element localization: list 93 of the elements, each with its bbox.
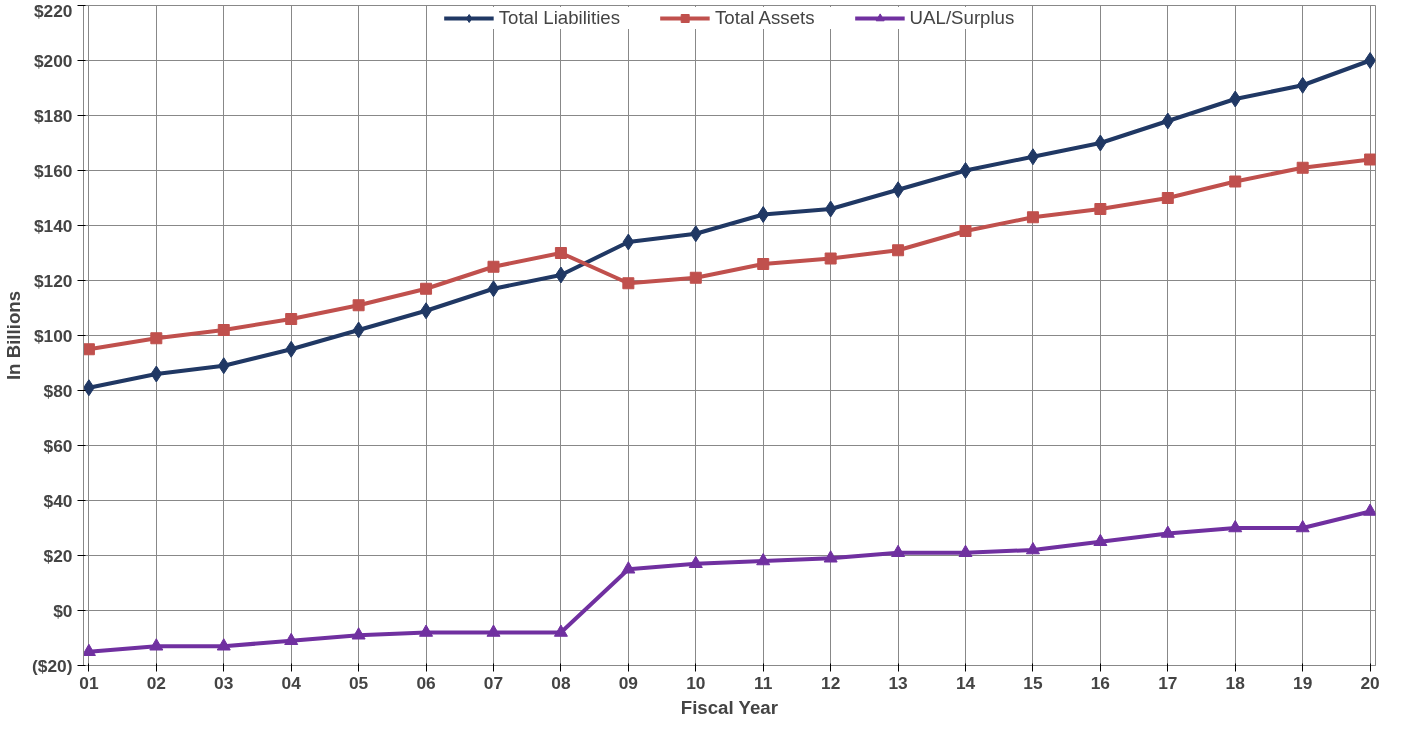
- point: [892, 244, 905, 257]
- point: [1228, 519, 1243, 533]
- point: [285, 313, 298, 325]
- point: [756, 552, 771, 566]
- y-tick-label: $20: [43, 545, 73, 566]
- point: [1229, 175, 1242, 188]
- point: [689, 271, 702, 284]
- x-tick-label: 04: [281, 672, 302, 693]
- point: [1025, 541, 1040, 555]
- point: [824, 200, 837, 218]
- x-tick-label: 18: [1225, 672, 1246, 693]
- x-tick-label: 17: [1158, 672, 1178, 693]
- x-tick-label: 13: [888, 672, 909, 693]
- y-tick-label: $120: [33, 270, 73, 291]
- point: [487, 260, 500, 273]
- point: [149, 638, 164, 651]
- y-tick-label: $0: [53, 600, 73, 621]
- point: [1296, 161, 1309, 174]
- y-tick-label: $100: [33, 325, 73, 346]
- point: [419, 624, 434, 637]
- x-tick-label: 19: [1293, 672, 1313, 693]
- point: [150, 365, 163, 383]
- point: [823, 550, 838, 563]
- y-tick-label: $160: [33, 160, 73, 181]
- point: [958, 544, 973, 557]
- point: [83, 643, 96, 656]
- point: [1363, 503, 1376, 516]
- point: [83, 343, 95, 356]
- point: [959, 162, 972, 179]
- y-tick-label: $60: [43, 435, 73, 456]
- y-tick-label: $200: [33, 50, 73, 71]
- point: [1160, 525, 1175, 538]
- point: [150, 332, 163, 345]
- point: [1094, 203, 1107, 215]
- x-tick-label: 12: [821, 672, 841, 693]
- x-tick-label: 20: [1360, 672, 1380, 693]
- x-tick-label: 09: [618, 672, 638, 693]
- x-tick-label: 05: [348, 672, 369, 693]
- point: [1161, 192, 1174, 204]
- legend-label: Total Assets: [715, 7, 815, 29]
- y-tick-label: $80: [43, 380, 73, 401]
- point: [352, 321, 365, 339]
- x-tick-label: 08: [551, 672, 571, 693]
- x-tick-label: 16: [1090, 672, 1111, 693]
- point: [1229, 90, 1242, 108]
- point: [554, 247, 567, 259]
- point: [689, 225, 702, 243]
- point: [486, 624, 501, 637]
- x-tick-label: 10: [686, 672, 706, 693]
- point: [487, 280, 500, 298]
- point: [284, 632, 299, 645]
- legend-label: Total Liabilities: [498, 7, 621, 29]
- point: [217, 357, 230, 375]
- x-tick-label: 14: [955, 672, 976, 693]
- point: [622, 277, 635, 290]
- point: [688, 555, 703, 568]
- point: [1093, 533, 1108, 546]
- point: [420, 282, 433, 295]
- y-tick-label: ($20): [32, 655, 73, 676]
- point: [757, 258, 770, 270]
- x-axis-title: Fiscal Year: [680, 696, 778, 718]
- point: [352, 299, 365, 312]
- x-tick-label: 03: [214, 672, 234, 693]
- x-tick-label: 06: [416, 672, 437, 693]
- point: [1364, 52, 1376, 69]
- point: [285, 340, 298, 358]
- y-tick-label: $220: [33, 0, 73, 21]
- x-tick-label: 02: [146, 672, 166, 693]
- point: [216, 638, 231, 651]
- point: [1026, 211, 1039, 224]
- y-axis-title: In Billions: [3, 290, 25, 381]
- point: [824, 252, 837, 265]
- x-tick-label: 01: [79, 672, 99, 693]
- y-tick-label: $40: [43, 490, 73, 511]
- point: [757, 206, 770, 223]
- y-tick-label: $180: [33, 105, 73, 126]
- point: [1295, 519, 1310, 533]
- point: [959, 225, 972, 237]
- y-tick-label: $140: [33, 215, 73, 236]
- point: [1161, 112, 1174, 130]
- point: [1094, 134, 1107, 152]
- point: [1296, 76, 1309, 94]
- point: [622, 233, 635, 251]
- point: [553, 624, 568, 637]
- x-tick-label: 15: [1023, 672, 1043, 693]
- point: [351, 627, 366, 640]
- legend-label: UAL/Surplus: [909, 7, 1015, 29]
- x-tick-label: 07: [483, 672, 504, 693]
- point: [217, 324, 230, 336]
- point: [1364, 153, 1376, 166]
- point: [891, 544, 906, 557]
- point: [621, 561, 636, 574]
- x-tick-label: 11: [754, 672, 773, 693]
